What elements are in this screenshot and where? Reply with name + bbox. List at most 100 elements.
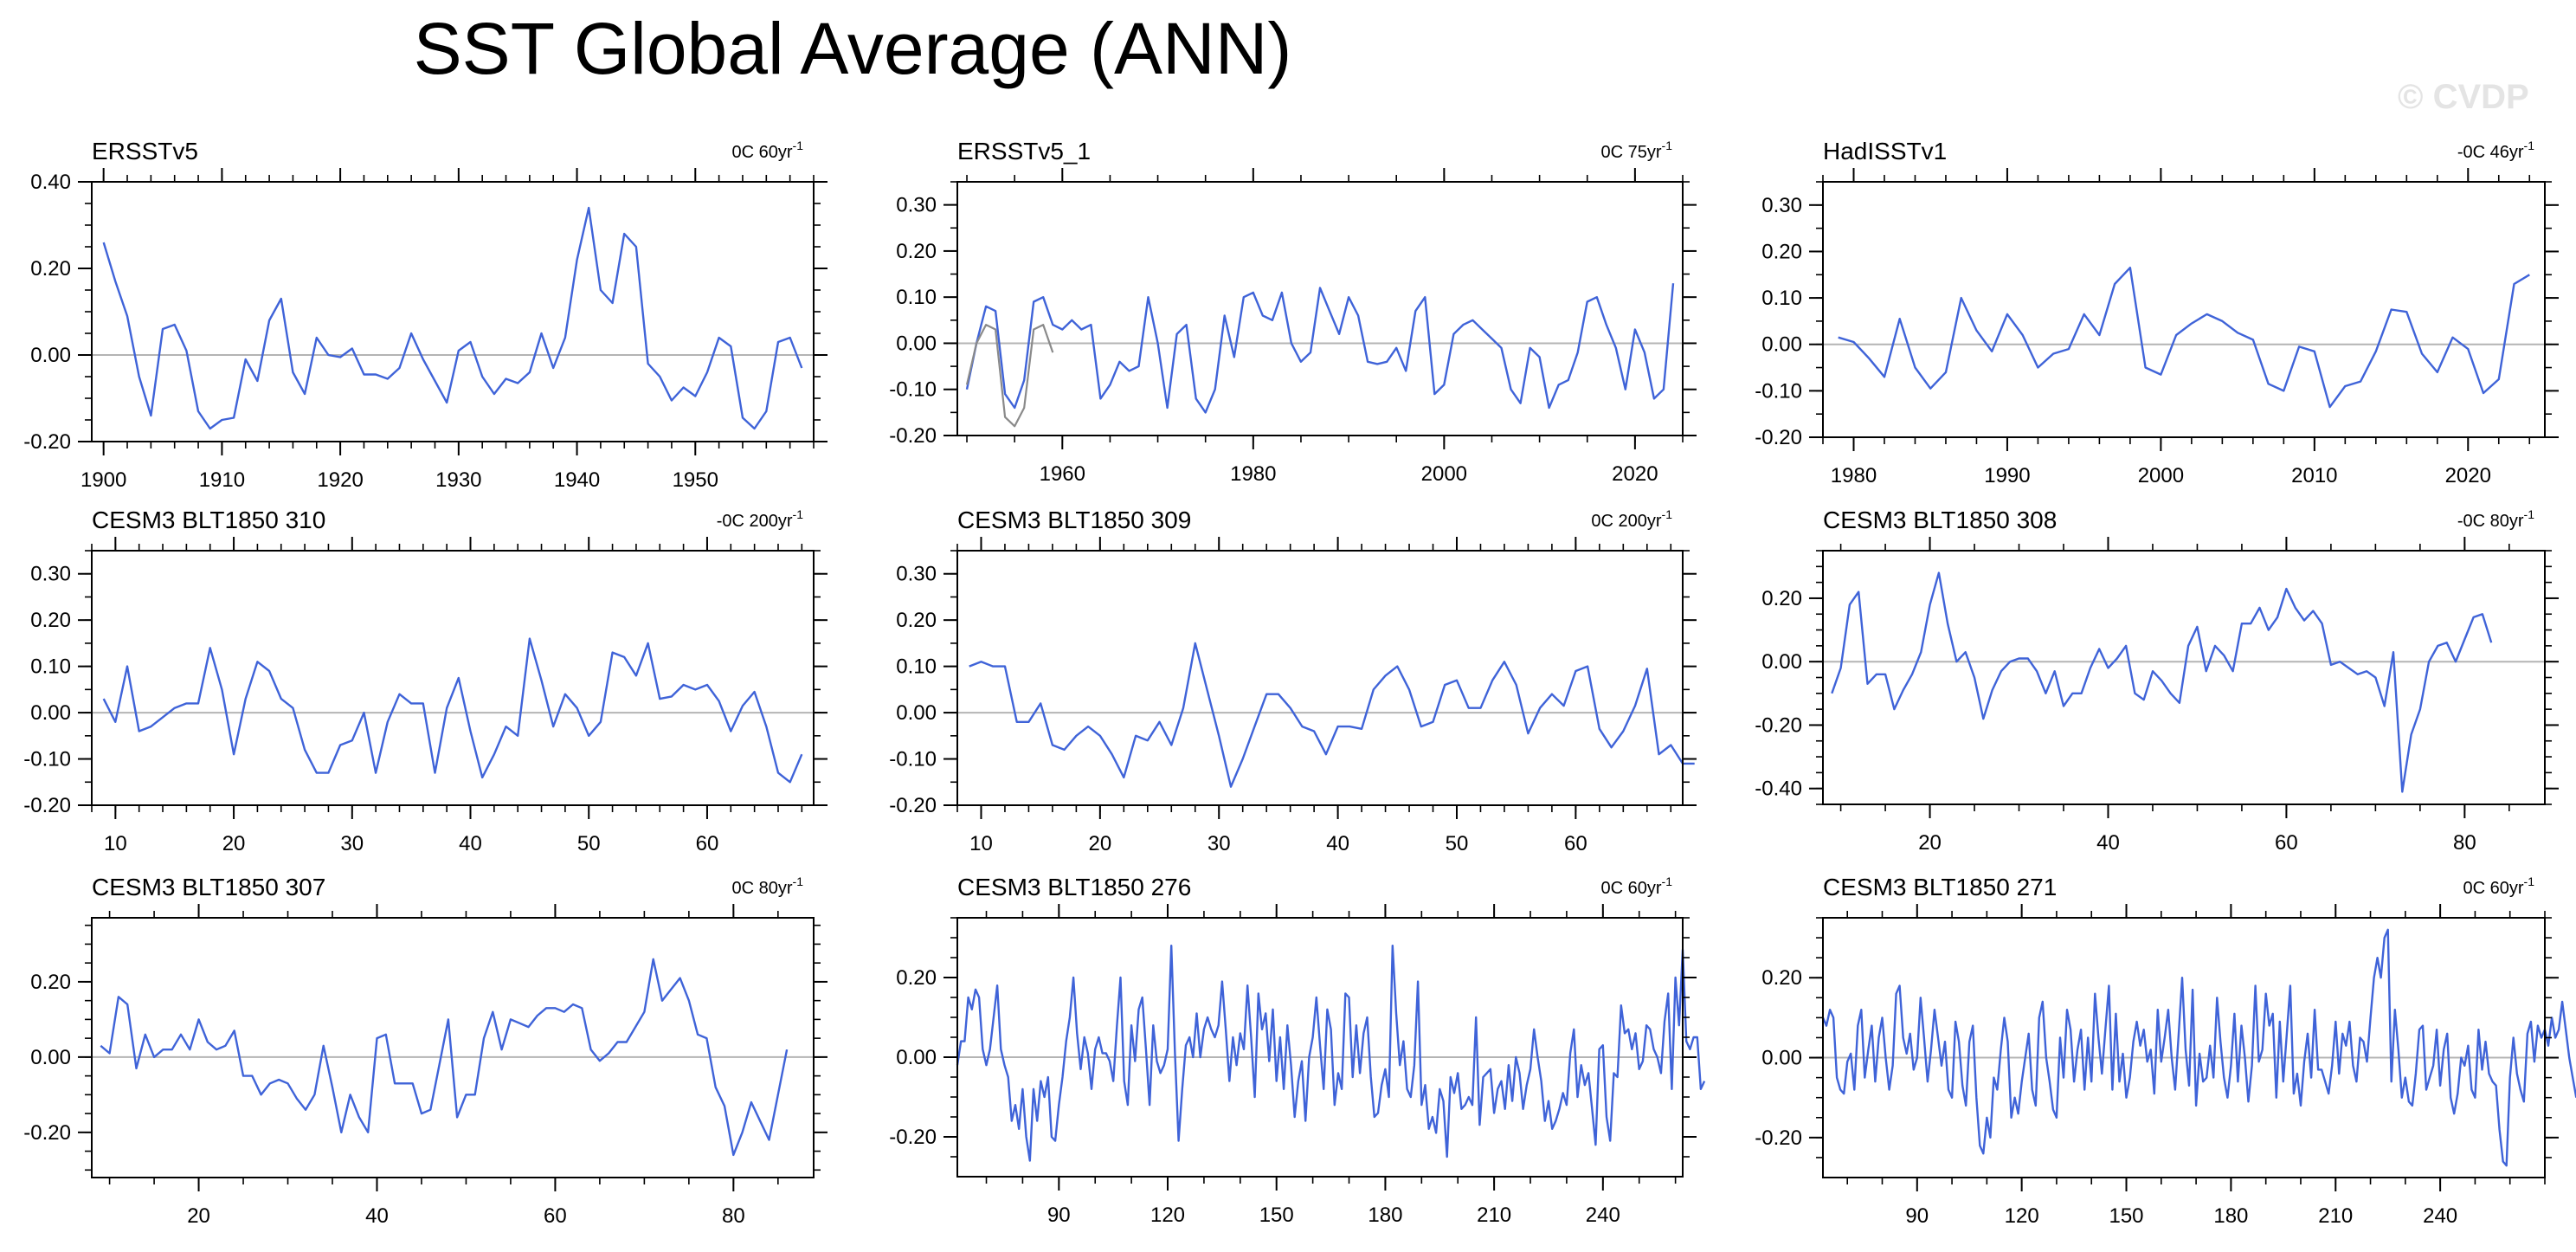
panel-title: CESM3 BLT1850 271 <box>1823 874 2057 900</box>
y-tick-label: 0.10 <box>896 655 937 679</box>
secondary-series-line <box>965 324 1054 428</box>
x-tick-label: 90 <box>1905 1204 1929 1228</box>
x-tick-label: 60 <box>544 1204 567 1228</box>
series-line <box>102 637 803 784</box>
x-tick-label: 1910 <box>199 468 245 492</box>
y-tick-label: -0.20 <box>889 794 937 817</box>
x-tick-label: 50 <box>577 832 601 855</box>
x-tick-label: 40 <box>459 832 482 855</box>
y-tick-label: 0.10 <box>30 655 71 679</box>
y-tick-label: 0.20 <box>1761 587 1802 610</box>
y-tick-label: 0.20 <box>1761 240 1802 263</box>
x-tick-label: 1940 <box>554 468 600 492</box>
series-line <box>1838 267 2530 409</box>
plot-frame <box>91 550 815 806</box>
trend-label: 0C 75yr-1 <box>1601 139 1673 162</box>
x-tick-label: 180 <box>1368 1204 1402 1227</box>
x-tick-label: 240 <box>2423 1204 2457 1228</box>
series-line <box>102 206 803 430</box>
y-tick-label: -0.20 <box>889 424 937 448</box>
x-tick-label: 40 <box>365 1204 389 1228</box>
y-tick-label: 0.00 <box>30 1046 71 1069</box>
panel-title: CESM3 BLT1850 307 <box>92 874 325 900</box>
y-tick-label: 0.30 <box>30 563 71 586</box>
x-tick-label: 150 <box>1259 1204 1294 1227</box>
panel-title: CESM3 BLT1850 309 <box>957 507 1191 533</box>
y-tick-label: 0.30 <box>1761 194 1802 217</box>
series-line <box>965 283 1675 414</box>
y-tick-label: 0.00 <box>1761 333 1802 357</box>
x-tick-label: 2010 <box>2291 464 2337 487</box>
panel-title: HadISSTv1 <box>1823 138 1947 165</box>
x-tick-label: 10 <box>104 832 127 855</box>
x-tick-label: 60 <box>696 832 719 855</box>
y-tick-label: 0.00 <box>1761 1047 1802 1070</box>
x-tick-label: 30 <box>340 832 364 855</box>
x-tick-label: 120 <box>2005 1204 2039 1228</box>
y-tick-label: 0.30 <box>896 194 937 217</box>
panel-title: CESM3 BLT1850 308 <box>1823 507 2057 533</box>
x-tick-label: 1980 <box>1831 464 1877 487</box>
y-tick-label: 0.20 <box>1761 966 1802 990</box>
x-tick-label: 210 <box>1477 1204 1511 1227</box>
x-tick-label: 1960 <box>1040 462 1085 486</box>
y-tick-label: 0.20 <box>30 609 71 632</box>
y-tick-label: 0.20 <box>30 257 71 281</box>
x-tick-label: 1990 <box>1984 464 2030 487</box>
y-tick-label: 0.10 <box>1761 287 1802 310</box>
trend-label: -0C 200yr-1 <box>717 507 803 531</box>
x-tick-label: 2000 <box>1421 462 1467 486</box>
series-line <box>969 642 1695 788</box>
series-line <box>100 958 789 1157</box>
y-tick-label: -0.20 <box>1755 713 1802 737</box>
y-tick-label: 0.00 <box>1761 650 1802 674</box>
y-tick-label: 0.20 <box>896 240 937 263</box>
x-tick-label: 60 <box>2275 831 2298 855</box>
x-tick-label: 180 <box>2213 1204 2248 1228</box>
trend-label: 0C 80yr-1 <box>732 874 804 898</box>
x-tick-label: 1980 <box>1230 462 1276 486</box>
panel-title: ERSSTv5_1 <box>957 138 1091 165</box>
panel-5: -0.20 -0.10 0.00 0.10 0.20 0.30 10 20 30 40 50 60 CE… <box>889 507 1697 855</box>
panel-title: ERSSTv5 <box>92 138 198 165</box>
panel-7: -0.20 0.00 0.20 20 40 60 80 CESM3 BLT1850 307 0C… <box>23 874 828 1228</box>
x-tick-label: 20 <box>187 1204 210 1228</box>
y-tick-label: 0.00 <box>30 701 71 725</box>
trend-label: 0C 200yr-1 <box>1591 507 1672 531</box>
trend-label: -0C 46yr-1 <box>2457 139 2534 162</box>
y-tick-label: -0.10 <box>889 748 937 771</box>
y-tick-label: 0.00 <box>30 344 71 367</box>
y-tick-label: -0.10 <box>1755 379 1802 403</box>
y-tick-label: 0.40 <box>30 171 71 194</box>
panel-title: CESM3 BLT1850 310 <box>92 507 325 533</box>
series-line <box>956 944 1706 1162</box>
series-line <box>1831 571 2493 793</box>
y-tick-label: -0.10 <box>889 378 937 402</box>
x-tick-label: 1930 <box>435 468 481 492</box>
series-line <box>1821 928 2576 1167</box>
plot-frame <box>1822 917 2546 1178</box>
y-tick-label: 0.00 <box>896 1046 937 1069</box>
x-tick-label: 60 <box>1564 832 1587 855</box>
x-tick-label: 40 <box>1326 832 1349 855</box>
panel-4: -0.20 -0.10 0.00 0.10 0.20 0.30 10 20 30 40 50 60 CE… <box>23 507 828 855</box>
panel-3: -0.20 -0.10 0.00 0.10 0.20 0.30 1980 1990 2000 20… <box>1755 138 2559 487</box>
trend-label: 0C 60yr-1 <box>732 139 804 162</box>
x-tick-label: 20 <box>1918 831 1942 855</box>
watermark: © CVDP <box>2398 78 2529 116</box>
y-tick-label: -0.20 <box>1755 426 1802 449</box>
plot-frame <box>956 550 1684 806</box>
x-tick-label: 1950 <box>673 468 718 492</box>
plot-frame <box>91 917 815 1178</box>
x-tick-label: 40 <box>2096 831 2120 855</box>
y-tick-label: 0.00 <box>896 701 937 725</box>
trend-label: 0C 60yr-1 <box>1601 874 1673 898</box>
x-tick-label: 2020 <box>2445 464 2491 487</box>
x-tick-label: 10 <box>969 832 993 855</box>
plot-frame <box>956 181 1684 436</box>
x-tick-label: 210 <box>2318 1204 2353 1228</box>
y-tick-label: 0.20 <box>896 966 937 990</box>
plot-frame <box>956 917 1684 1178</box>
panel-6: -0.40 -0.20 0.00 0.20 20 40 60 80 CESM3 BLT1850 … <box>1755 507 2559 855</box>
y-tick-label: -0.20 <box>1755 1126 1802 1150</box>
